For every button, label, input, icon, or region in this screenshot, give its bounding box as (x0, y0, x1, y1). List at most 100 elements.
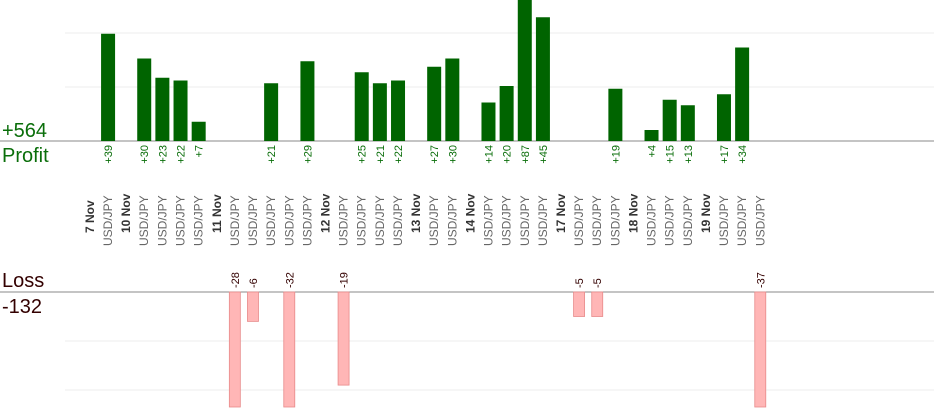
profit-bar (264, 83, 279, 141)
loss-total: -132 (2, 296, 42, 318)
pair-label: USD/JPY (355, 195, 369, 246)
pair-label: USD/JPY (427, 195, 441, 246)
profit-value-label: +19 (610, 145, 622, 164)
loss-label: Loss (2, 270, 44, 292)
date-label: 19 Nov (699, 193, 713, 233)
date-label: 12 Nov (319, 193, 333, 233)
pair-label: USD/JPY (572, 195, 586, 246)
loss-value-label: -37 (755, 272, 767, 288)
profit-bar (354, 72, 369, 141)
date-label: 18 Nov (626, 193, 640, 233)
pair-label: USD/JPY (228, 195, 242, 246)
date-label: 13 Nov (409, 193, 423, 233)
profit-value-label: +25 (357, 145, 369, 164)
profit-value-label: +30 (447, 145, 459, 164)
profit-value-label: +4 (647, 145, 659, 158)
pair-label: USD/JPY (536, 195, 550, 246)
profit-bar (191, 121, 206, 141)
pair-label: USD/JPY (445, 195, 459, 246)
profit-value-label: +21 (266, 145, 278, 164)
profit-bar (155, 77, 170, 141)
pair-label: USD/JPY (717, 195, 731, 246)
profit-bar (445, 58, 460, 141)
profit-value-label: +34 (737, 145, 749, 164)
loss-bar (573, 291, 585, 317)
profit-value-label: +22 (393, 145, 405, 164)
profit-value-label: +22 (176, 145, 188, 164)
profit-value-label: +23 (157, 145, 169, 164)
pair-label: USD/JPY (192, 195, 206, 246)
profit-bar (644, 130, 659, 141)
profit-bar (300, 61, 315, 141)
profit-bar (517, 0, 532, 141)
loss-value-label: -19 (339, 272, 351, 288)
pair-label: USD/JPY (500, 195, 514, 246)
profit-label: Profit (2, 145, 49, 167)
loss-value-label: -5 (574, 278, 586, 288)
profit-bar (735, 47, 750, 141)
profit-total: +564 (2, 120, 47, 142)
profit-bar (499, 86, 514, 141)
profit-value-label: +14 (483, 145, 495, 164)
pair-label: USD/JPY (282, 195, 296, 246)
profit-value-label: +45 (538, 145, 550, 164)
pair-label: USD/JPY (373, 195, 387, 246)
pair-label: USD/JPY (155, 195, 169, 246)
profit-value-label: +87 (520, 145, 532, 164)
loss-bar (247, 291, 259, 322)
loss-bar (283, 291, 296, 408)
loss-value-label: -32 (284, 272, 296, 288)
profit-bar (391, 80, 406, 141)
pair-label: USD/JPY (608, 195, 622, 246)
pair-label: USD/JPY (481, 195, 495, 246)
profit-value-label: +29 (302, 145, 314, 164)
date-label: 10 Nov (119, 193, 133, 233)
pair-label: USD/JPY (663, 195, 677, 246)
profit-bar (481, 102, 496, 141)
pair-label: USD/JPY (590, 195, 604, 246)
profit-bar (716, 94, 731, 141)
loss-bar (228, 291, 241, 408)
loss-value-label: -5 (592, 278, 604, 288)
profit-bar (608, 88, 623, 141)
profit-bar (137, 58, 152, 141)
loss-value-label: -28 (230, 272, 242, 288)
pair-label: USD/JPY (518, 195, 532, 246)
pair-label: USD/JPY (735, 195, 749, 246)
profit-bar (535, 17, 550, 141)
profit-value-label: +30 (139, 145, 151, 164)
pair-label: USD/JPY (246, 195, 260, 246)
bars (101, 0, 767, 408)
pair-label: USD/JPY (300, 195, 314, 246)
labels: 7 Nov USD/JPY +39 10 Nov USD/JPY +30 USD/JPY +2… (83, 145, 767, 288)
loss-bar (337, 291, 350, 386)
profit-value-label: +27 (429, 145, 441, 164)
profit-bar (427, 66, 442, 141)
date-label: 7 Nov (83, 200, 97, 233)
profit-bar (662, 99, 677, 141)
pair-label: USD/JPY (101, 195, 115, 246)
loss-value-label: -6 (248, 278, 260, 288)
profit-value-label: +15 (665, 145, 677, 164)
pair-label: USD/JPY (391, 195, 405, 246)
profit-bar (101, 33, 116, 141)
pair-label: USD/JPY (174, 195, 188, 246)
pair-label: USD/JPY (645, 195, 659, 246)
profit-bar (173, 80, 188, 141)
profit-value-label: +20 (502, 145, 514, 164)
date-label: 14 Nov (463, 193, 477, 233)
profit-bar (680, 105, 695, 141)
profit-value-label: +17 (719, 145, 731, 164)
profit-value-label: +7 (194, 145, 206, 158)
profit-bar (372, 83, 387, 141)
pair-label: USD/JPY (137, 195, 151, 246)
date-label: 17 Nov (554, 193, 568, 233)
pair-label: USD/JPY (753, 195, 767, 246)
profit-value-label: +21 (375, 145, 387, 164)
loss-bar (754, 291, 767, 408)
pair-label: USD/JPY (264, 195, 278, 246)
pair-label: USD/JPY (337, 195, 351, 246)
pair-label: USD/JPY (681, 195, 695, 246)
profit-value-label: +39 (103, 145, 115, 164)
date-label: 11 Nov (210, 194, 224, 233)
